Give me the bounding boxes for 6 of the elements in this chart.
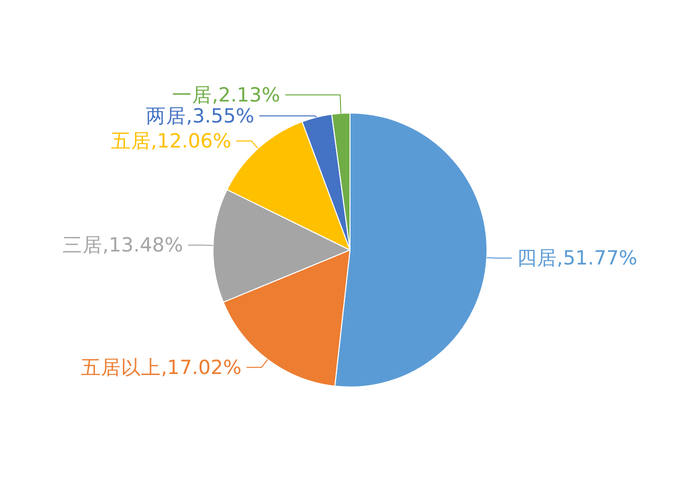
slice-label: 五居以上,17.02% <box>81 356 242 379</box>
slice-label: 五居,12.06% <box>110 130 232 153</box>
slice-label: 两居,3.55% <box>146 104 254 128</box>
slice-label: 一居,2.13% <box>172 83 280 106</box>
slice-label: 四居,51.77% <box>516 246 638 270</box>
slice-label: 三居,13.48% <box>62 234 184 257</box>
